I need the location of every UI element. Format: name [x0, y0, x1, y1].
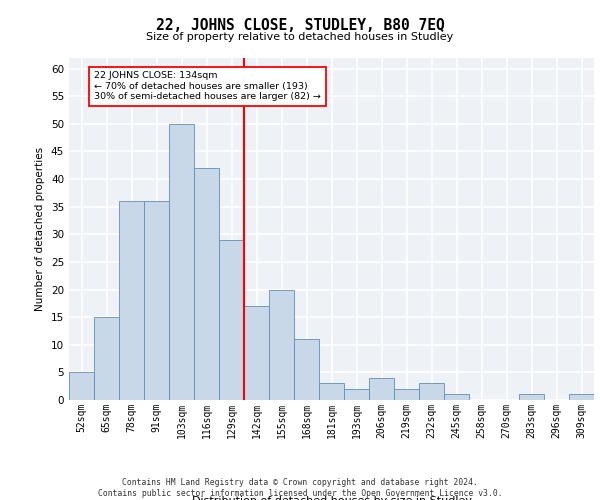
Bar: [569, 394, 594, 400]
Bar: [94, 317, 119, 400]
Bar: [419, 384, 444, 400]
Bar: [269, 290, 294, 400]
Bar: [519, 394, 544, 400]
X-axis label: Distribution of detached houses by size in Studley: Distribution of detached houses by size …: [191, 496, 472, 500]
Bar: [144, 201, 169, 400]
Bar: [194, 168, 219, 400]
Text: 22 JOHNS CLOSE: 134sqm
← 70% of detached houses are smaller (193)
30% of semi-de: 22 JOHNS CLOSE: 134sqm ← 70% of detached…: [94, 72, 321, 101]
Text: 22, JOHNS CLOSE, STUDLEY, B80 7EQ: 22, JOHNS CLOSE, STUDLEY, B80 7EQ: [155, 18, 445, 32]
Bar: [169, 124, 194, 400]
Text: Size of property relative to detached houses in Studley: Size of property relative to detached ho…: [146, 32, 454, 42]
Bar: [344, 389, 369, 400]
Bar: [119, 201, 144, 400]
Bar: [394, 389, 419, 400]
Y-axis label: Number of detached properties: Number of detached properties: [35, 146, 46, 311]
Bar: [369, 378, 394, 400]
Bar: [69, 372, 94, 400]
Bar: [444, 394, 469, 400]
Bar: [244, 306, 269, 400]
Bar: [219, 240, 244, 400]
Text: Contains HM Land Registry data © Crown copyright and database right 2024.
Contai: Contains HM Land Registry data © Crown c…: [98, 478, 502, 498]
Bar: [294, 339, 319, 400]
Bar: [319, 384, 344, 400]
